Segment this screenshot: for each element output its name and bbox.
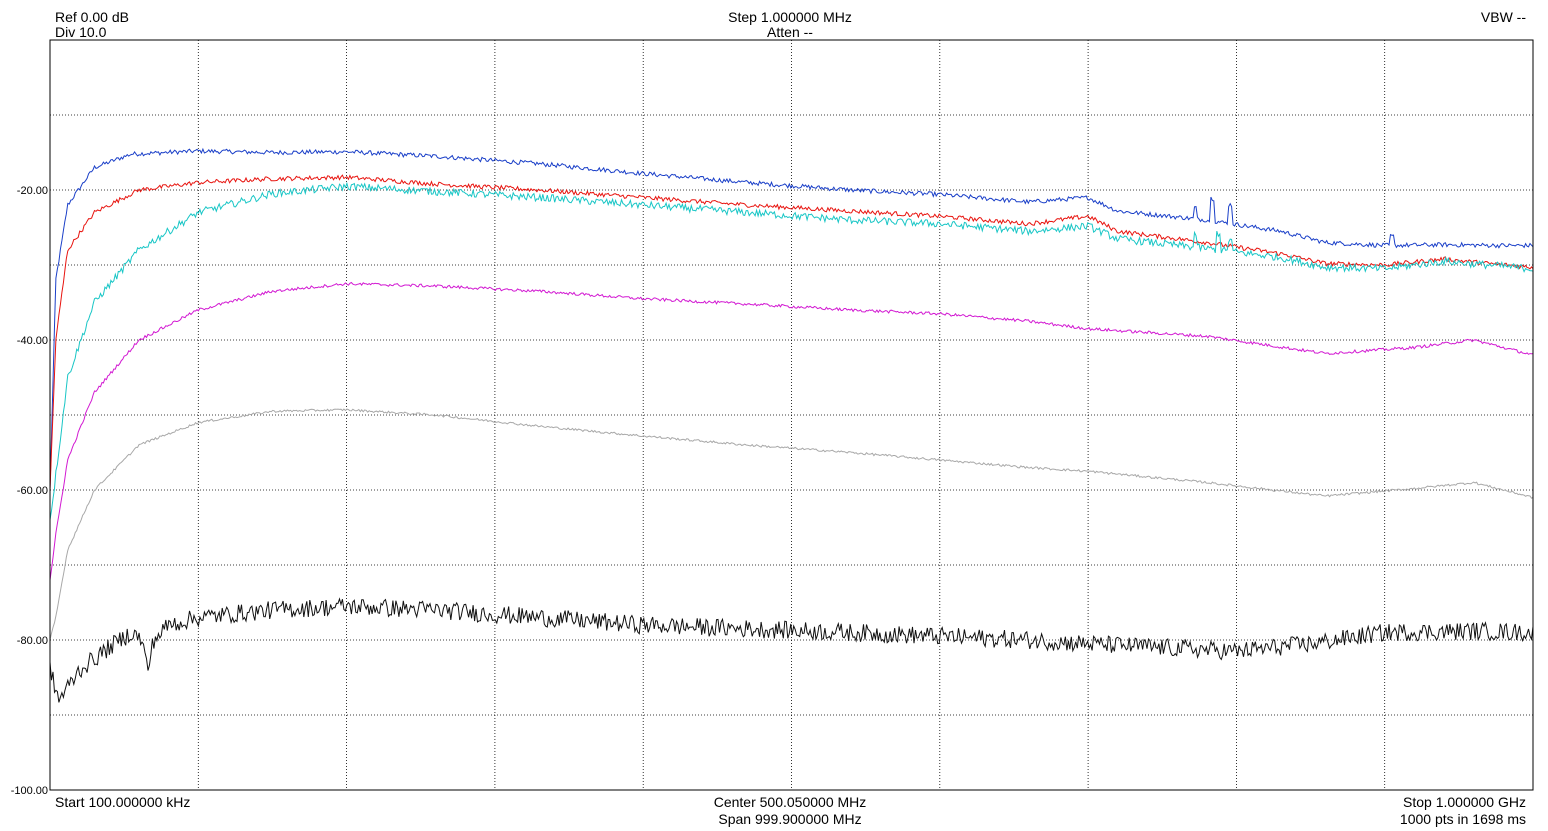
sweep-points-label: 1000 pts in 1698 ms [1399, 811, 1526, 827]
center-freq-label: Center 500.050000 MHz [713, 794, 867, 810]
y-tick-label: -40.00 [17, 335, 48, 347]
grid [50, 40, 1533, 790]
atten-label: Atten -- [767, 24, 813, 40]
plot-frame [49, 39, 1534, 791]
vbw-label: VBW -- [1480, 9, 1526, 25]
span-label: Span 999.900000 MHz [718, 811, 862, 827]
trace-line-1 [49, 147, 1534, 490]
y-tick-label: -20.00 [17, 185, 48, 197]
trace-line-6 [49, 597, 1534, 703]
trace-line-3 [49, 181, 1534, 520]
trace-line-4 [49, 281, 1533, 581]
y-tick-label: -60.00 [17, 485, 48, 497]
trace-line-2 [49, 174, 1534, 491]
y-tick-label: -80.00 [17, 635, 48, 647]
div-label: Div 10.0 [55, 24, 107, 40]
step-label: Step 1.000000 MHz [728, 9, 852, 25]
ref-level-label: Ref 0.00 dB [55, 9, 129, 25]
stop-freq-label: Stop 1.000000 GHz [1403, 794, 1526, 810]
traces [49, 147, 1534, 703]
y-tick-label: -100.00 [11, 785, 48, 797]
y-tick-labels: -20.00 -40.00 -60.00 -80.00 -100.00 [11, 185, 48, 797]
trace-line-5 [49, 408, 1534, 640]
start-freq-label: Start 100.000000 kHz [55, 794, 191, 810]
